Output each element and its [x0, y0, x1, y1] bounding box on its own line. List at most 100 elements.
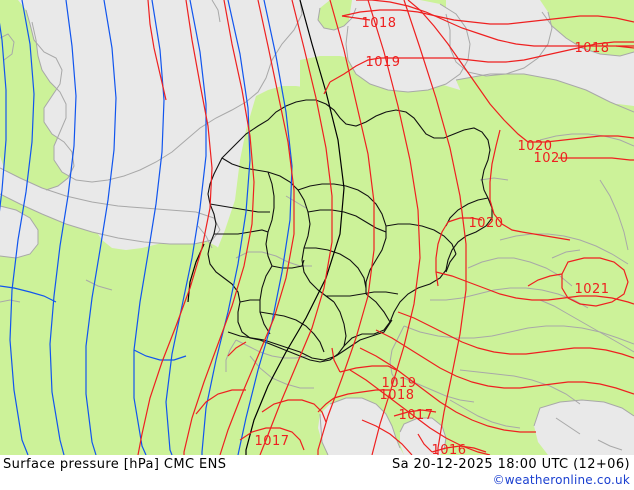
- coast-channel-south: [0, 193, 221, 245]
- land-eastern-europe: [300, 56, 634, 455]
- border-switzerland-north: [227, 331, 337, 361]
- coast-med: [319, 413, 329, 455]
- border-hungary: [459, 369, 581, 405]
- sea-adriatic: [400, 418, 446, 455]
- isobar-red-c: [183, 0, 255, 455]
- border-swiss-1: [235, 339, 309, 359]
- germany-outline: [207, 99, 493, 363]
- isobar-red-1018-south: [333, 389, 390, 399]
- isobar-red-1019-top: [329, 41, 634, 83]
- isobar-blue-4: [85, 0, 117, 455]
- isobar-red-italy1: [261, 399, 327, 423]
- coastline-layer: [0, 0, 634, 455]
- state-border-6: [326, 291, 399, 297]
- isobars-high: [137, 0, 634, 455]
- border-swiss-2: [225, 339, 237, 372]
- isobar-blue-8: [237, 0, 293, 455]
- isobar-red-1020-n2: [528, 135, 634, 143]
- isobar-red-1018-label-break: [341, 15, 371, 21]
- isobar-blue-6: [165, 0, 207, 455]
- state-border-14: [209, 203, 270, 213]
- land-jutland-west: [318, 0, 356, 30]
- coast-sweden-south: [541, 11, 634, 57]
- valid-time: Sa 20-12-2025 18:00 UTC (12+06): [391, 457, 630, 472]
- isobar-blue-9: [0, 285, 57, 303]
- isobar-red-e: [259, 0, 333, 455]
- copyright-credit[interactable]: ©weatheronline.co.uk: [492, 473, 630, 487]
- isobar-label: 1019: [365, 55, 400, 70]
- isobar-blue-3: [49, 0, 77, 455]
- isobar-red-1018-south2: [317, 397, 335, 413]
- isobar-red-1020-mid: [558, 157, 634, 161]
- isobar-red-1019-south: [339, 365, 397, 373]
- border-austria-north-black: [335, 319, 393, 357]
- border-sub-7: [597, 439, 623, 451]
- map-title: Surface pressure [hPa] CMC ENS: [3, 457, 227, 472]
- isobar-red-g: [367, 0, 421, 455]
- isobar-red-se5: [435, 271, 634, 305]
- isobar-red-1018-top: [341, 9, 634, 25]
- isobar-label: 1017: [254, 434, 289, 449]
- isobar-red-italy2: [239, 427, 305, 451]
- border-sub-5: [479, 177, 509, 181]
- isobar-blue-1: [0, 22, 7, 212]
- isobar-red-se3: [375, 329, 634, 395]
- isobar-red-a: [147, 0, 167, 101]
- sea-baltic: [346, 0, 470, 92]
- isobar-red-1016-south: [431, 445, 487, 453]
- coast-north-sea: [31, 0, 303, 183]
- isobar-red-1020-w: [447, 217, 483, 223]
- isobar-label: 1018: [574, 41, 609, 56]
- isobar-red-1020-e: [521, 231, 571, 241]
- isobar-red-d: [219, 0, 295, 455]
- coast-italy-1: [329, 397, 401, 449]
- isobar-red-se4: [397, 311, 634, 359]
- isobar-red-1021-cell: [561, 257, 629, 307]
- isobar-label: 1019: [381, 376, 416, 391]
- isobar-red-se2: [349, 369, 491, 455]
- border-czech-south: [430, 287, 589, 309]
- isobar-label: 1020: [517, 139, 552, 154]
- border-sub-6: [555, 417, 581, 435]
- isobar-red-se1: [359, 347, 536, 433]
- sea-italy-west: [534, 400, 634, 455]
- isobar-label: 1020: [533, 151, 568, 166]
- isobar-red-1017-south: [393, 409, 437, 417]
- border-italy-alps: [249, 355, 314, 389]
- border-sub-3: [0, 299, 21, 303]
- border-sub-2: [85, 279, 113, 291]
- border-croatia: [449, 399, 521, 429]
- isobar-label: 1016: [431, 443, 466, 455]
- state-border-2: [297, 183, 387, 294]
- coast-bay-1: [0, 205, 39, 259]
- state-border-17: [445, 197, 489, 227]
- isobar-blue-7: [201, 0, 251, 455]
- isobar-red-1016-south2: [417, 433, 433, 453]
- isobar-red-1019-south2: [331, 347, 341, 373]
- isobar-blue-10: [133, 349, 187, 361]
- isobar-labels: 1018 1018 1019 1020 1020 1020 1021 1019 …: [254, 16, 609, 455]
- map-canvas: 1018 1018 1019 1020 1020 1020 1021 1019 …: [0, 0, 634, 455]
- sea-north-sea: [30, 0, 302, 182]
- border-austria-1: [403, 325, 634, 345]
- coast-channel-north: [0, 167, 221, 231]
- border-poland-1: [499, 233, 629, 265]
- sea-channel: [0, 168, 220, 244]
- border-slovakia: [539, 299, 634, 353]
- coast-britain-east: [25, 9, 75, 191]
- isobar-label: 1018: [361, 16, 396, 31]
- land-layer: [0, 0, 634, 455]
- isobar-red-1020-north: [407, 0, 529, 143]
- state-border-8: [265, 171, 275, 267]
- map-footer: Surface pressure [hPa] CMC ENS Sa 20-12-…: [0, 455, 634, 490]
- pressure-contour-map[interactable]: 1018 1018 1019 1020 1020 1020 1021 1019 …: [0, 0, 634, 455]
- isobar-red-b: [137, 0, 213, 455]
- sea-kattegat: [446, 0, 552, 76]
- coast-italy-west: [533, 399, 634, 427]
- border-sub-8: [211, 0, 221, 23]
- isobar-label: 1020: [468, 216, 503, 231]
- isobar-red-1019-tail: [323, 81, 331, 95]
- isobar-red-1020-curve: [489, 129, 523, 233]
- state-border-15: [214, 229, 269, 235]
